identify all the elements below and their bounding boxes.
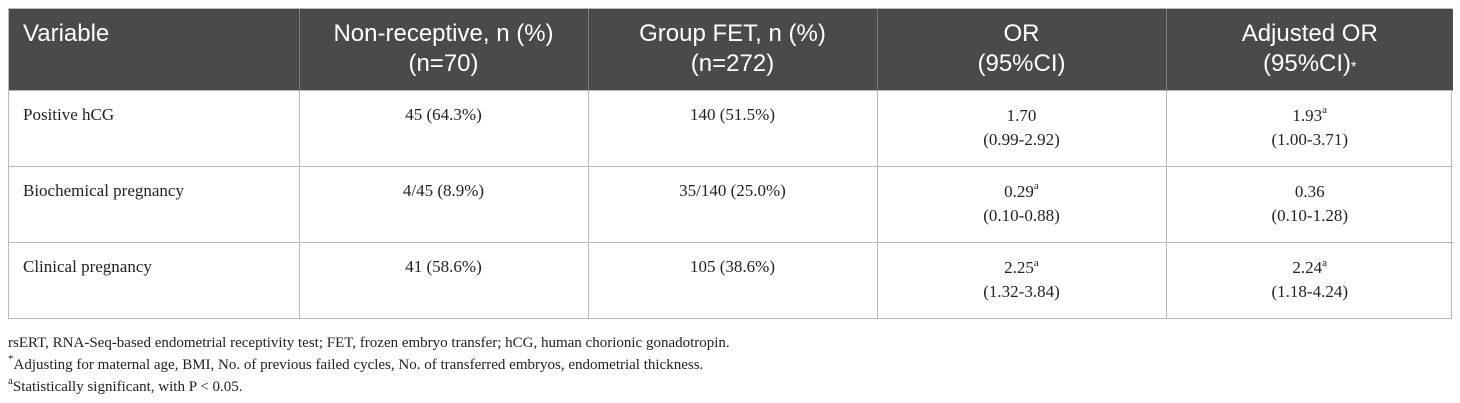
cell-or: 0.29a (0.10-0.88)	[876, 165, 1166, 242]
cell-non-receptive: 41 (58.6%)	[298, 241, 588, 318]
cell-non-receptive: 45 (64.3%)	[298, 89, 588, 166]
results-table-container: Variable Non-receptive, n (%) (n=70) Grou…	[8, 8, 1453, 319]
results-table: Variable Non-receptive, n (%) (n=70) Grou…	[9, 9, 1453, 318]
table-row: Clinical pregnancy 41 (58.6%) 105 (38.6%…	[9, 241, 1453, 318]
table-row: Biochemical pregnancy 4/45 (8.9%) 35/140…	[9, 165, 1453, 242]
table-footnotes: rsERT, RNA-Seq-based endometrial recepti…	[8, 332, 730, 398]
cell-adjusted-or: 1.93a (1.00-3.71)	[1165, 89, 1453, 166]
cell-variable: Clinical pregnancy	[9, 241, 299, 318]
cell-group-fet: 105 (38.6%)	[587, 241, 877, 318]
footnote-adjustment: *Adjusting for maternal age, BMI, No. of…	[8, 353, 704, 374]
header-group-fet: Group FET, n (%) (n=272)	[587, 9, 877, 90]
footnote-significance: aStatistically significant, with P < 0.0…	[8, 375, 243, 396]
cell-adjusted-or: 0.36 (0.10-1.28)	[1165, 165, 1453, 242]
cell-or: 2.25a (1.32-3.84)	[876, 241, 1166, 318]
header-variable: Variable	[23, 20, 110, 47]
header-non-receptive: Non-receptive, n (%) (n=70)	[298, 9, 588, 90]
cell-or: 1.70 (0.99-2.92)	[876, 89, 1166, 166]
cell-group-fet: 35/140 (25.0%)	[587, 165, 877, 242]
cell-non-receptive: 4/45 (8.9%)	[298, 165, 588, 242]
cell-adjusted-or: 2.24a (1.18-4.24)	[1165, 241, 1453, 318]
table-row: Positive hCG 45 (64.3%) 140 (51.5%) 1.70…	[9, 89, 1453, 166]
cell-variable: Positive hCG	[9, 89, 299, 166]
header-adjusted-or: Adjusted OR (95%CI)*	[1165, 9, 1453, 90]
cell-group-fet: 140 (51.5%)	[587, 89, 877, 166]
header-adjusted-mark: *	[1351, 58, 1357, 75]
table-header-row: Variable Non-receptive, n (%) (n=70) Grou…	[9, 9, 1453, 90]
cell-variable: Biochemical pregnancy	[9, 165, 299, 242]
header-or: OR (95%CI)	[876, 9, 1166, 90]
footnote-abbreviations: rsERT, RNA-Seq-based endometrial recepti…	[8, 335, 730, 351]
